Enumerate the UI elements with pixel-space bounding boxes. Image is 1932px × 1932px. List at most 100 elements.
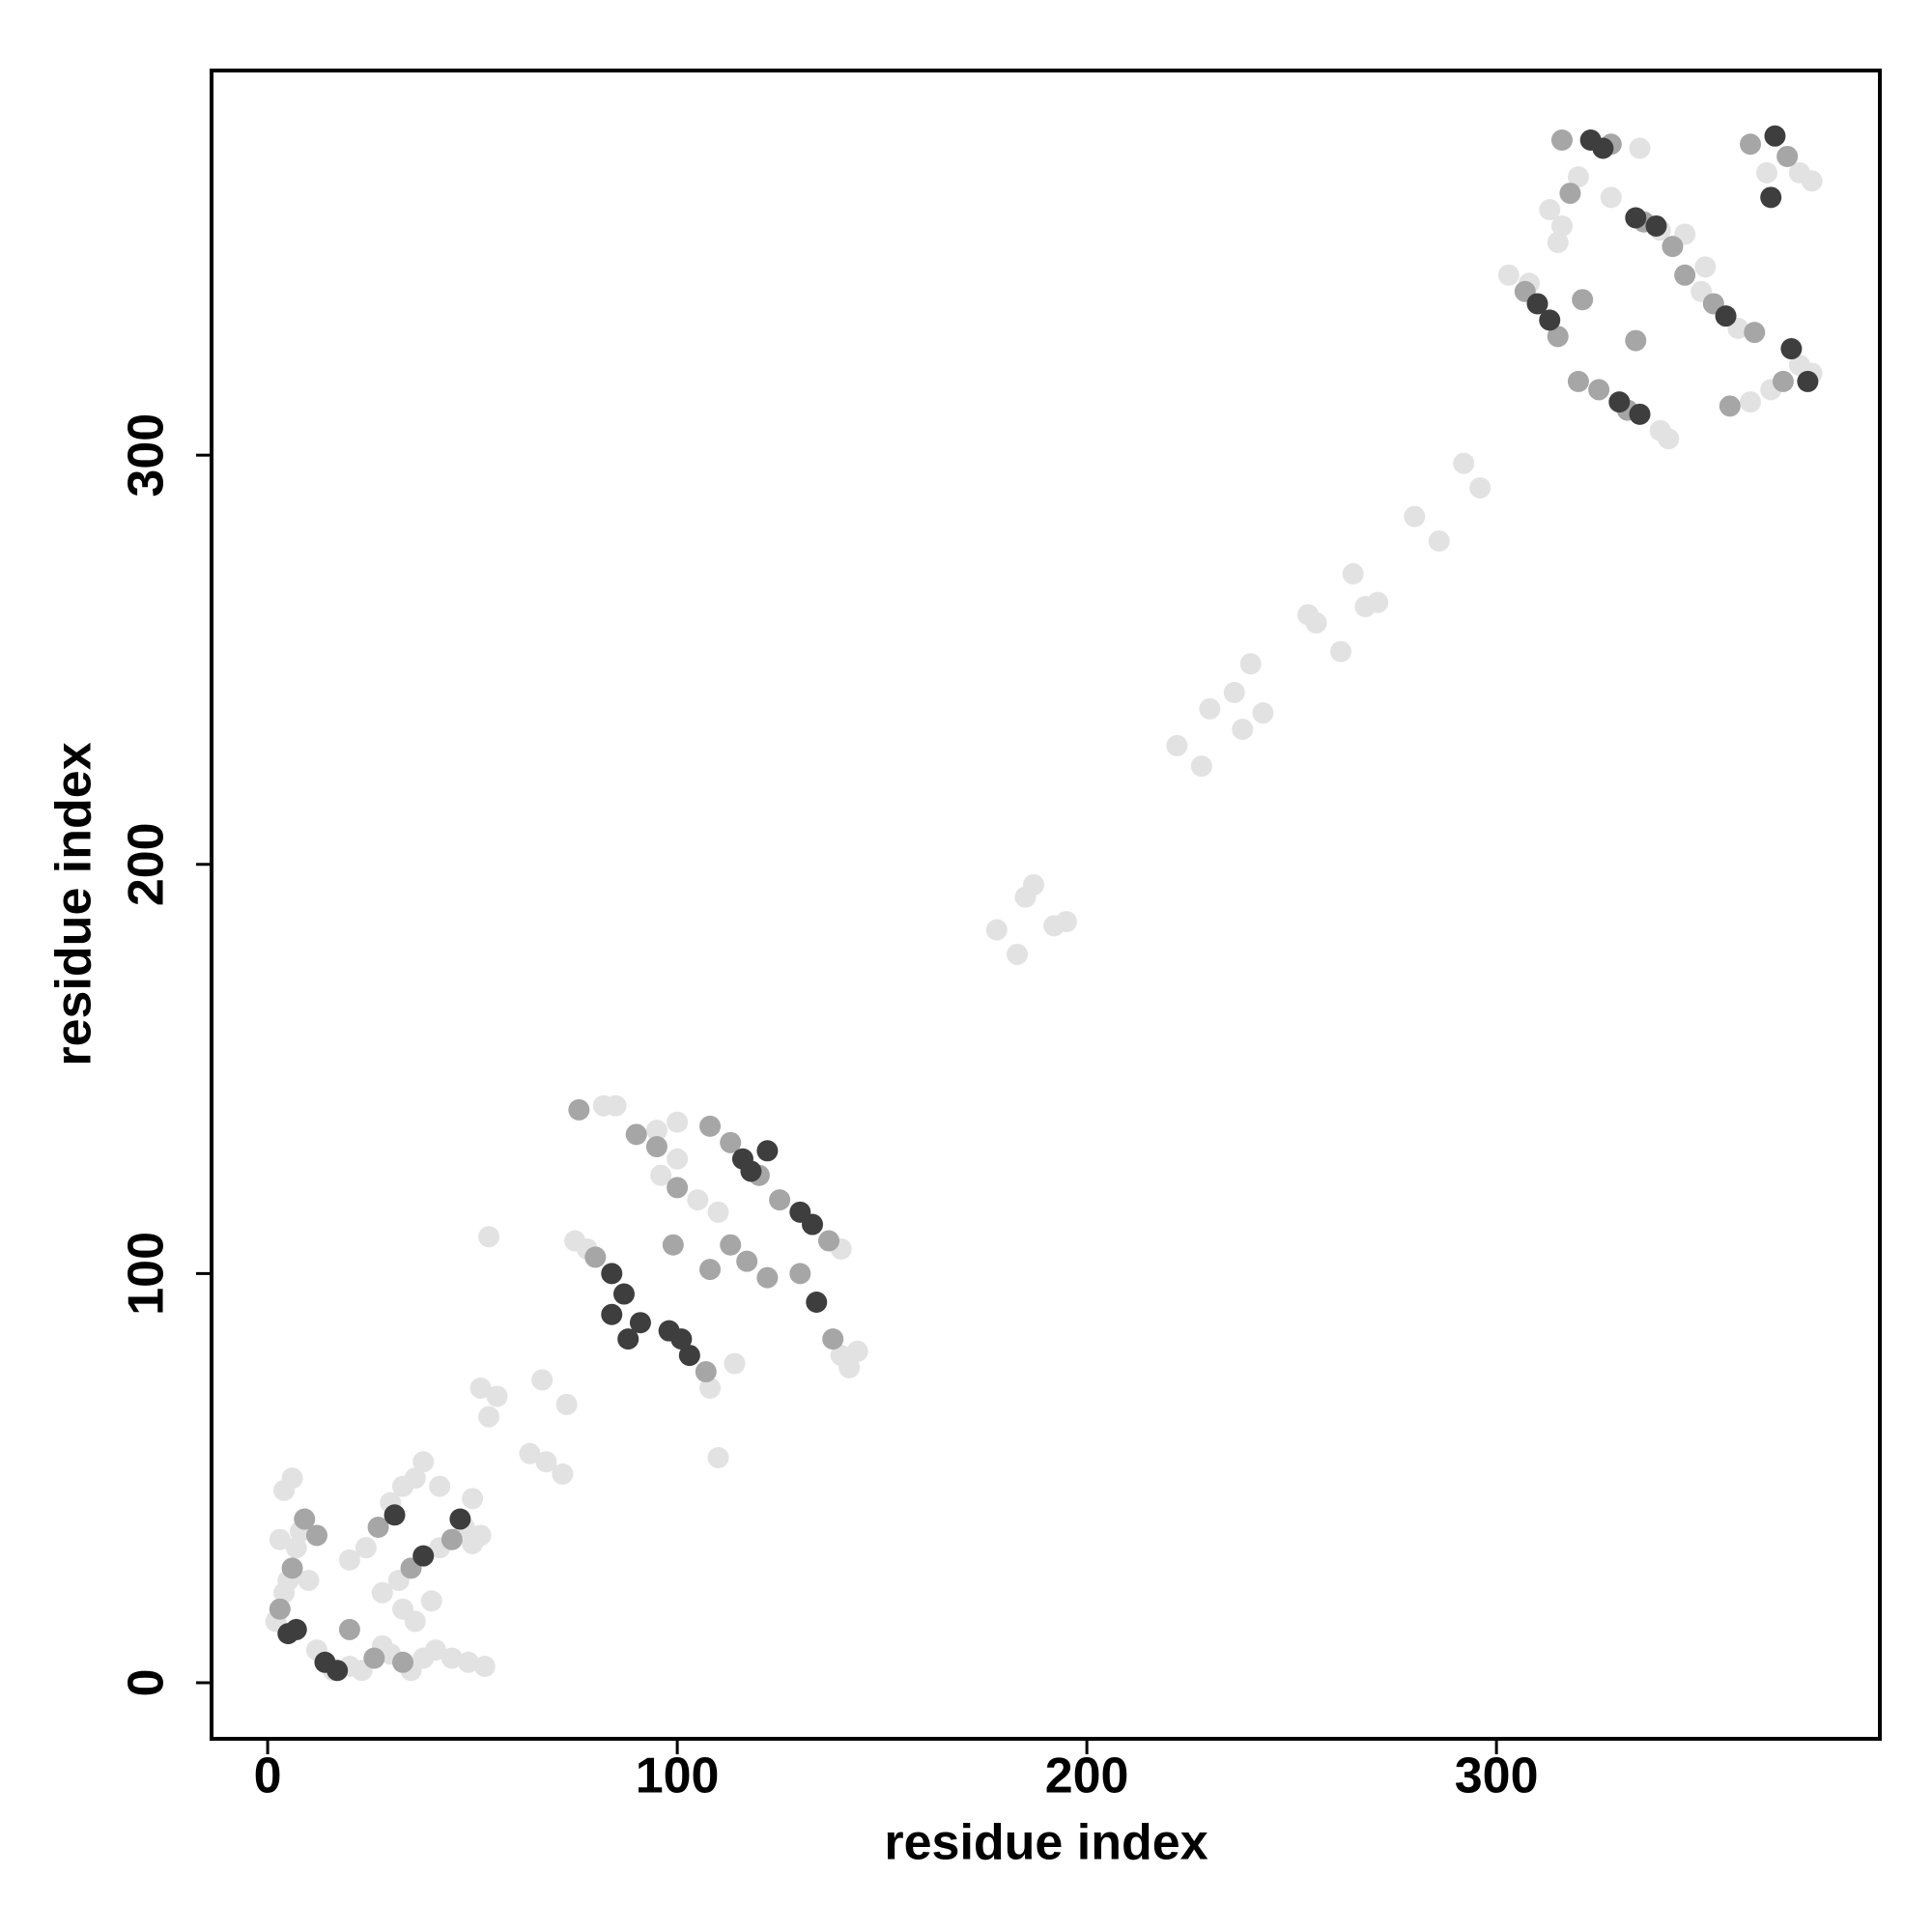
point [1592,137,1614,159]
point [1232,718,1254,740]
point [384,1504,406,1526]
point [1022,873,1044,895]
point [424,1639,446,1662]
point [707,1201,729,1223]
point [629,1312,651,1334]
point [555,1393,578,1415]
point [1547,231,1569,253]
point [1199,697,1221,720]
point [392,1651,414,1673]
point [707,1446,729,1468]
point [1797,370,1819,392]
point [1166,734,1188,756]
point [1760,186,1782,209]
point [281,1557,303,1579]
point [1007,943,1029,965]
point [724,1352,746,1375]
point [769,1189,791,1211]
point [305,1524,327,1547]
y-tick-label: 100 [119,1232,175,1316]
point [486,1385,508,1407]
point [1404,505,1426,527]
point [720,1234,742,1256]
point [1715,305,1737,327]
point [1600,186,1622,209]
point [1547,326,1569,348]
point [650,1164,672,1186]
point [285,1618,307,1640]
point [720,1131,742,1153]
point [645,1120,668,1142]
point [667,1111,689,1133]
point [1674,264,1696,286]
point [1453,452,1475,474]
point [1342,563,1364,585]
point [1539,199,1561,221]
point [1252,702,1274,724]
point [1649,419,1671,441]
point [269,1598,291,1620]
point [412,1451,435,1473]
point [1567,166,1589,188]
point [457,1651,479,1673]
point [269,1528,291,1550]
point [625,1123,647,1146]
point [1055,911,1077,933]
y-tick-label: 0 [119,1669,175,1697]
point [1572,289,1594,311]
point [830,1345,852,1367]
point [478,1406,500,1428]
point [1239,653,1262,675]
point [678,1345,700,1367]
point [449,1508,471,1530]
point [392,1598,414,1620]
x-tick-label: 300 [1455,1748,1539,1804]
point [1740,391,1762,413]
point [327,1660,349,1682]
x-tick-label: 200 [1045,1748,1129,1804]
point [846,1340,868,1362]
point [404,1467,426,1490]
point [601,1263,623,1285]
point [285,1537,307,1559]
point [756,1266,779,1289]
point [1755,161,1777,184]
point [1588,379,1610,401]
y-axis-label: residue index [46,742,102,1065]
point [667,1177,689,1199]
point [1625,207,1647,229]
point [412,1545,435,1567]
point [469,1524,492,1547]
point [1744,322,1766,344]
x-tick-label: 0 [254,1748,282,1804]
point [429,1475,451,1497]
point [1305,611,1327,634]
point [1526,293,1548,315]
point [473,1656,496,1678]
point [789,1263,811,1285]
point [1772,370,1794,392]
point [294,1508,316,1530]
point [658,1320,680,1342]
point [1608,391,1631,413]
point [363,1647,385,1669]
point [1223,681,1245,703]
point [568,1098,590,1121]
point [1354,595,1377,617]
x-tick-label: 100 [636,1748,720,1804]
point [1550,214,1573,237]
point [662,1234,684,1256]
point [822,1328,844,1350]
point [1539,309,1561,331]
point [756,1140,779,1162]
point [817,1230,839,1252]
point [1719,395,1741,417]
point [440,1528,463,1550]
point [1801,170,1823,192]
point [802,1213,824,1236]
plot-frame [210,69,1882,1741]
point [605,1094,627,1117]
point [1740,133,1762,156]
point [612,1283,635,1305]
